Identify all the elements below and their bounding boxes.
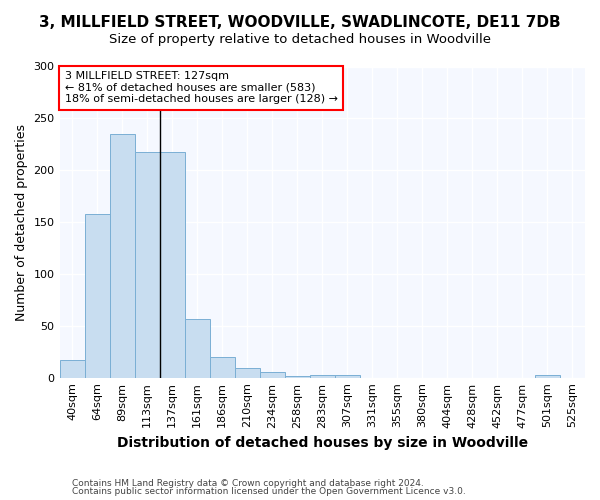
Bar — [310, 374, 335, 378]
Bar — [535, 374, 560, 378]
Bar — [235, 368, 260, 378]
Bar — [160, 152, 185, 378]
Bar — [110, 134, 134, 378]
Text: Contains HM Land Registry data © Crown copyright and database right 2024.: Contains HM Land Registry data © Crown c… — [72, 478, 424, 488]
Text: Contains public sector information licensed under the Open Government Licence v3: Contains public sector information licen… — [72, 487, 466, 496]
X-axis label: Distribution of detached houses by size in Woodville: Distribution of detached houses by size … — [117, 436, 528, 450]
Bar — [85, 214, 110, 378]
Bar — [185, 318, 209, 378]
Bar — [59, 360, 85, 378]
Bar — [335, 374, 360, 378]
Bar — [260, 372, 285, 378]
Y-axis label: Number of detached properties: Number of detached properties — [15, 124, 28, 320]
Bar — [134, 152, 160, 378]
Text: Size of property relative to detached houses in Woodville: Size of property relative to detached ho… — [109, 32, 491, 46]
Bar — [209, 357, 235, 378]
Bar — [285, 376, 310, 378]
Text: 3, MILLFIELD STREET, WOODVILLE, SWADLINCOTE, DE11 7DB: 3, MILLFIELD STREET, WOODVILLE, SWADLINC… — [39, 15, 561, 30]
Text: 3 MILLFIELD STREET: 127sqm
← 81% of detached houses are smaller (583)
18% of sem: 3 MILLFIELD STREET: 127sqm ← 81% of deta… — [65, 71, 338, 104]
